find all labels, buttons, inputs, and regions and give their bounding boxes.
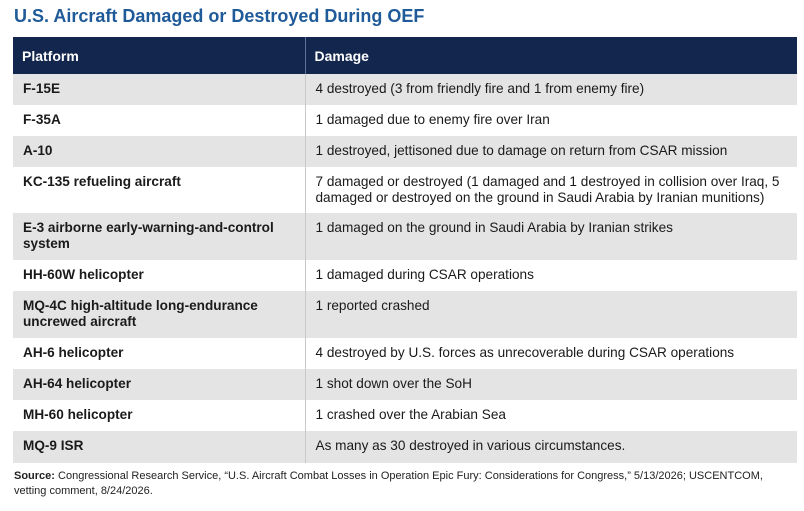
damage-cell: 1 damaged during CSAR operations [304,260,797,291]
table-row: MQ-9 ISR As many as 30 destroyed in vari… [13,431,797,463]
platform-cell: KC-135 refueling aircraft [23,174,181,189]
table-row: KC-135 refueling aircraft 7 damaged or d… [13,167,797,213]
damage-cell: 1 reported crashed [304,291,797,338]
damage-cell: 4 destroyed by U.S. forces as unrecovera… [304,338,797,369]
table-row: AH-64 helicopter 1 shot down over the So… [13,369,797,400]
source-text: Congressional Research Service, “U.S. Ai… [14,470,763,497]
platform-cell: A-10 [13,136,305,167]
table-row: F-35A 1 damaged due to enemy fire over I… [13,105,797,136]
table-row: F-15E 4 destroyed (3 from friendly fire … [13,74,797,105]
platform-cell: AH-6 helicopter [23,345,124,360]
platform-cell: AH-64 helicopter [13,369,305,400]
platform-cell: F-15E [13,74,305,105]
damage-cell: 1 damaged on the ground in Saudi Arabia … [304,213,797,260]
platform-cell: MH-60 helicopter [23,407,133,422]
damage-cell: 1 crashed over the Arabian Sea [304,400,797,431]
source-note: Source: Congressional Research Service, … [14,469,784,499]
column-header-platform: Platform [13,37,305,74]
platform-cell: E-3 airborne early-warning-and-control s… [13,213,305,260]
table-row: E-3 airborne early-warning-and-control s… [13,213,797,260]
table-body: F-15E 4 destroyed (3 from friendly fire … [13,74,797,463]
table-title: U.S. Aircraft Damaged or Destroyed Durin… [14,6,425,26]
platform-cell: HH-60W helicopter [23,267,144,282]
platform-cell: MQ-9 ISR [13,431,305,463]
table-row: HH-60W helicopter 1 damaged during CSAR … [13,260,797,291]
damage-cell: As many as 30 destroyed in various circu… [304,431,797,463]
table-row: MQ-4C high-altitude long-endurance uncre… [13,291,797,338]
platform-cell: MQ-4C high-altitude long-endurance uncre… [13,291,305,338]
table-header: Platform Damage [13,37,797,74]
damage-cell: 4 destroyed (3 from friendly fire and 1 … [304,74,797,105]
column-header-damage: Damage [304,37,797,74]
header-row: Platform Damage [13,37,797,74]
damage-cell: 7 damaged or destroyed (1 damaged and 1 … [304,167,797,213]
damage-cell: 1 shot down over the SoH [304,369,797,400]
damage-cell: 1 destroyed, jettisoned due to damage on… [304,136,797,167]
platform-cell: F-35A [23,112,61,127]
table-row: A-10 1 destroyed, jettisoned due to dama… [13,136,797,167]
source-label: Source: [14,470,55,482]
aircraft-table: Platform Damage F-15E 4 destroyed (3 fro… [13,37,797,463]
damage-cell: 1 damaged due to enemy fire over Iran [304,105,797,136]
table-row: AH-6 helicopter 4 destroyed by U.S. forc… [13,338,797,369]
table-row: MH-60 helicopter 1 crashed over the Arab… [13,400,797,431]
